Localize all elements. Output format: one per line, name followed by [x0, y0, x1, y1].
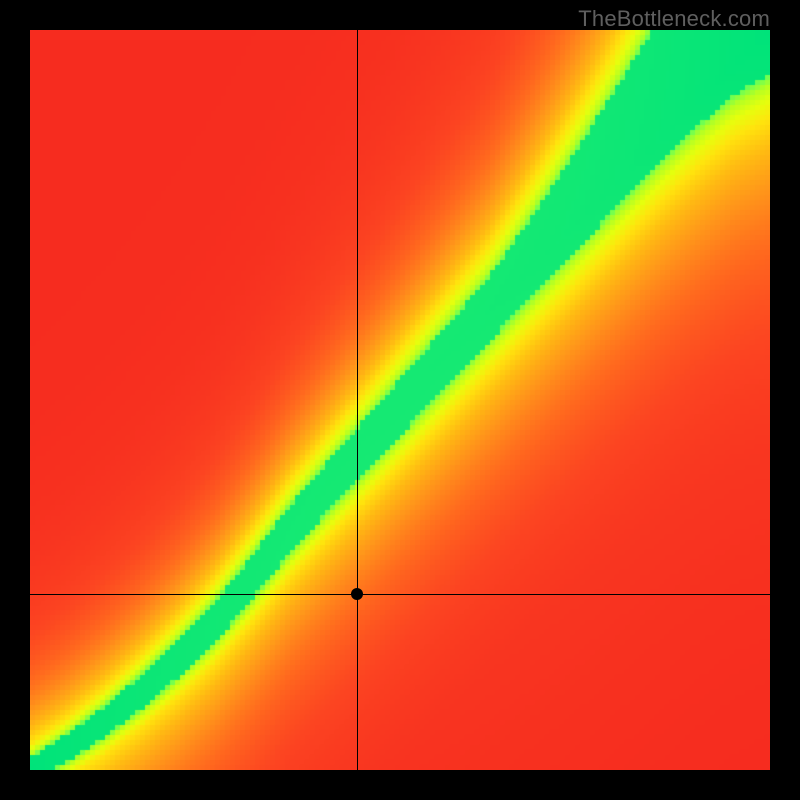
heatmap-canvas: [30, 30, 770, 770]
watermark-text: TheBottleneck.com: [578, 6, 770, 32]
crosshair-vertical: [357, 30, 358, 770]
heatmap-plot: [30, 30, 770, 770]
crosshair-marker: [351, 588, 363, 600]
crosshair-horizontal: [30, 594, 770, 595]
